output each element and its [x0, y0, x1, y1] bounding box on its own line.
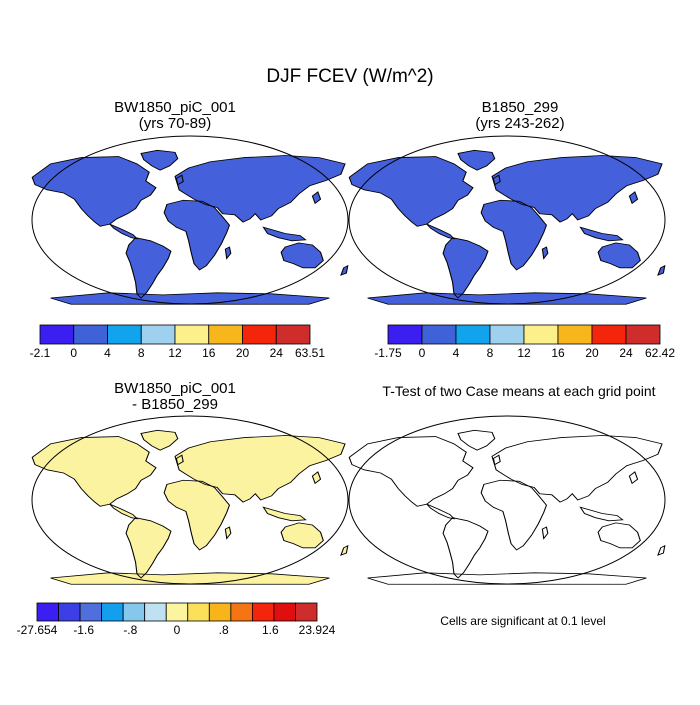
panel-3-map — [31, 415, 349, 585]
figure-title: DJF FCEV (W/m^2) — [266, 66, 433, 87]
colorbar-label: 23.924 — [299, 623, 336, 637]
colorbar-label: -27.654 — [17, 623, 58, 637]
colorbar-swatch — [165, 602, 189, 622]
colorbar-swatch — [230, 602, 253, 622]
panel-3-title-line1: BW1850_piC_001 — [114, 380, 236, 397]
colorbar-label: 8 — [138, 346, 145, 360]
colorbar-swatch — [58, 602, 81, 622]
colorbar-label: 16 — [202, 346, 216, 360]
colorbar-label: -1.75 — [374, 346, 402, 360]
map-border — [348, 415, 666, 585]
colorbar-label: 0 — [174, 623, 181, 637]
colorbar-swatch — [79, 602, 103, 622]
colorbar-swatch — [455, 324, 491, 345]
colorbar-swatch — [101, 602, 124, 622]
panel-4-map — [348, 415, 666, 585]
colorbar-label: 62.42 — [645, 346, 675, 360]
colorbar-swatch — [242, 324, 277, 345]
colorbar-label: 16 — [551, 346, 565, 360]
panel-1-colorbar: -2.1 0 4 8 12 16 20 24 63.51 — [30, 324, 325, 360]
panel-3-colorbar: -27.654 -1.6 -.8 0 .8 1.6 23.924 — [17, 602, 336, 637]
panel-4-title: T-Test of two Case means at each grid po… — [382, 383, 655, 399]
panel-4-footnote: Cells are significant at 0.1 level — [440, 614, 605, 628]
colorbar-label: -1.6 — [73, 623, 94, 637]
panel-2-title-line2: (yrs 243-262) — [475, 115, 564, 132]
colorbar-label: 24 — [619, 346, 633, 360]
colorbar-label: 20 — [236, 346, 250, 360]
colorbar-swatch — [557, 324, 593, 345]
colorbar-swatch — [523, 324, 559, 345]
panel-3: BW1850_piC_001 - B1850_299 -27.654 -1.6 -.… — [17, 380, 349, 637]
colorbar-swatch — [122, 602, 146, 622]
map-border — [31, 135, 349, 305]
colorbar-swatch — [39, 324, 75, 345]
colorbar-label: .8 — [219, 623, 229, 637]
colorbar-swatch — [208, 324, 243, 345]
colorbar-swatch — [421, 324, 457, 345]
map-border — [348, 135, 666, 305]
colorbar-swatch — [251, 602, 275, 622]
colorbar-swatch — [144, 602, 167, 622]
colorbar-swatch — [275, 324, 311, 345]
colorbar-label: 24 — [270, 346, 284, 360]
colorbar-swatch — [295, 602, 318, 622]
colorbar-label: 63.51 — [295, 346, 325, 360]
map-ocean — [349, 416, 665, 584]
colorbar-swatch — [591, 324, 627, 345]
colorbar-label: 8 — [487, 346, 494, 360]
panel-2-map — [348, 135, 666, 305]
panel-1-title-line2: (yrs 70-89) — [139, 115, 212, 132]
colorbar-swatch — [140, 324, 176, 345]
colorbar-label: 0 — [70, 346, 77, 360]
panel-1-map — [31, 135, 349, 305]
colorbar-swatch — [174, 324, 210, 345]
colorbar-swatch — [107, 324, 142, 345]
colorbar-swatch — [208, 602, 232, 622]
colorbar-label: -.8 — [123, 623, 137, 637]
panel-4: T-Test of two Case means at each grid po… — [348, 383, 666, 628]
panel-1-title-line1: BW1850_piC_001 — [114, 99, 236, 116]
colorbar-swatch — [625, 324, 661, 345]
map-border — [31, 415, 349, 585]
colorbar-swatch — [36, 602, 59, 622]
panel-2-colorbar: -1.75 0 4 8 12 16 20 24 62.42 — [374, 324, 675, 360]
panel-1: BW1850_piC_001 (yrs 70-89) -2.1 0 4 8 12 16 20… — [30, 99, 349, 360]
colorbar-swatch — [73, 324, 108, 345]
colorbar-label: 12 — [168, 346, 182, 360]
colorbar-label: 20 — [585, 346, 599, 360]
colorbar-label: 1.6 — [262, 623, 279, 637]
colorbar-label: -2.1 — [30, 346, 51, 360]
colorbar-swatch — [387, 324, 423, 345]
colorbar-label: 4 — [104, 346, 111, 360]
colorbar-label: 12 — [517, 346, 531, 360]
colorbar-label: 4 — [453, 346, 460, 360]
panel-3-title-line2: - B1850_299 — [132, 396, 218, 413]
panel-2: B1850_299 (yrs 243-262) -1.75 0 4 8 12 16 20 24… — [348, 99, 675, 360]
colorbar-swatch — [273, 602, 296, 622]
colorbar-label: 0 — [419, 346, 426, 360]
colorbar-swatch — [187, 602, 210, 622]
colorbar-swatch — [489, 324, 525, 345]
panel-2-title-line1: B1850_299 — [482, 99, 559, 116]
